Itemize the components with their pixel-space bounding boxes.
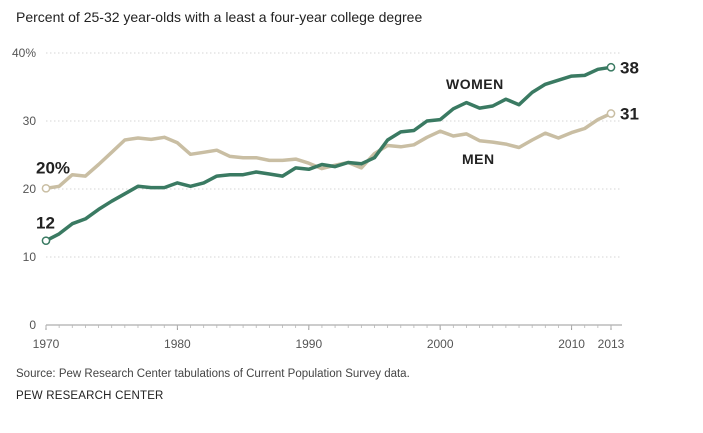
organization-credit: PEW RESEARCH CENTER xyxy=(16,390,164,402)
start-value-label-men: 20% xyxy=(36,158,70,177)
series-label-men: MEN xyxy=(462,151,495,167)
x-tick-label: 2010 xyxy=(558,337,585,351)
start-marker-men xyxy=(41,183,51,193)
x-tick-label: 1990 xyxy=(295,337,322,351)
y-tick-label: 30 xyxy=(23,114,37,128)
series-line-women xyxy=(44,65,613,243)
y-tick-label: 40% xyxy=(12,46,36,60)
x-tick-label: 2000 xyxy=(427,337,454,351)
y-tick-label: 10 xyxy=(23,250,37,264)
end-value-label-men: 31 xyxy=(620,105,639,124)
x-tick-label: 2013 xyxy=(598,337,625,351)
series-label-women: WOMEN xyxy=(446,76,504,92)
series-line-men xyxy=(44,111,613,191)
start-marker-women xyxy=(41,236,51,246)
start-value-label-women: 12 xyxy=(36,214,55,233)
source-note: Source: Pew Research Center tabulations … xyxy=(16,368,410,380)
x-tick-label: 1970 xyxy=(33,337,60,351)
end-marker-women xyxy=(606,62,616,72)
y-tick-label: 20 xyxy=(23,182,37,196)
end-value-label-women: 38 xyxy=(620,58,639,77)
x-tick-label: 1980 xyxy=(164,337,191,351)
end-marker-men xyxy=(606,109,616,118)
chart-title: Percent of 25-32 year-olds with a least … xyxy=(16,9,423,25)
y-tick-label: 0 xyxy=(29,318,36,332)
